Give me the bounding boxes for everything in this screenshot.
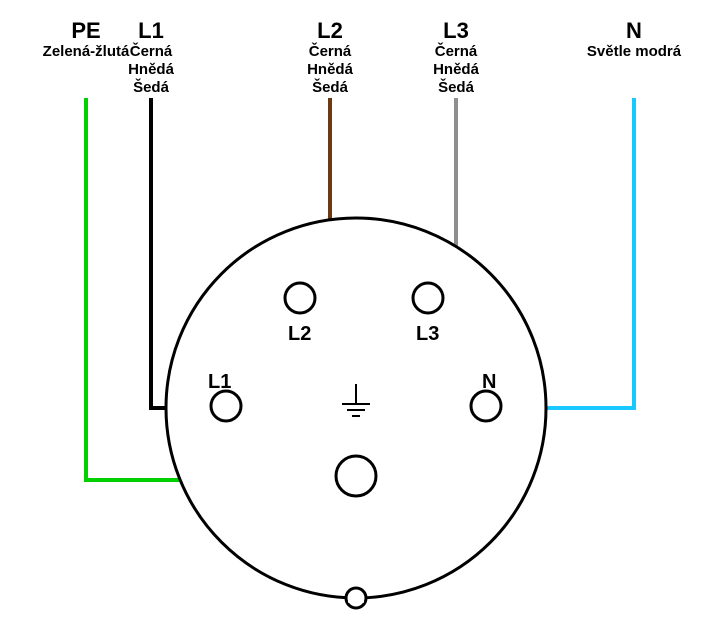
pin-label-l1: L1 xyxy=(208,371,231,393)
pin-l1 xyxy=(211,391,241,421)
notch-mask xyxy=(348,597,364,603)
header-title-l2: L2 xyxy=(317,18,343,43)
header-sub-l3-0: Černá xyxy=(435,42,478,60)
header-sub-l1-2: Šedá xyxy=(133,78,170,96)
header-sub-l2-2: Šedá xyxy=(312,78,349,96)
header-sub-pe-0: Zelená-žlutá xyxy=(43,43,130,60)
pin-label-l3: L3 xyxy=(416,323,439,345)
pin-label-n: N xyxy=(482,371,496,393)
header-title-l1: L1 xyxy=(138,18,164,43)
header-sub-n-0: Světle modrá xyxy=(587,43,682,60)
header-sub-l2-0: Černá xyxy=(309,42,352,60)
header-sub-l1-1: Hnědá xyxy=(128,61,175,78)
pin-l2 xyxy=(285,283,315,313)
header-sub-l2-1: Hnědá xyxy=(307,61,354,78)
pin-label-l2: L2 xyxy=(288,323,311,345)
headers-layer: PEZelená-žlutáL1ČernáHnědáŠedáL2ČernáHně… xyxy=(43,18,682,96)
header-title-l3: L3 xyxy=(443,18,469,43)
header-sub-l1-0: Černá xyxy=(130,42,173,60)
header-title-n: N xyxy=(626,18,642,43)
pin-n xyxy=(471,391,501,421)
header-sub-l3-2: Šedá xyxy=(438,78,475,96)
pin-pe xyxy=(336,456,376,496)
pin-l3 xyxy=(413,283,443,313)
header-title-pe: PE xyxy=(71,18,100,43)
header-sub-l3-1: Hnědá xyxy=(433,61,480,78)
